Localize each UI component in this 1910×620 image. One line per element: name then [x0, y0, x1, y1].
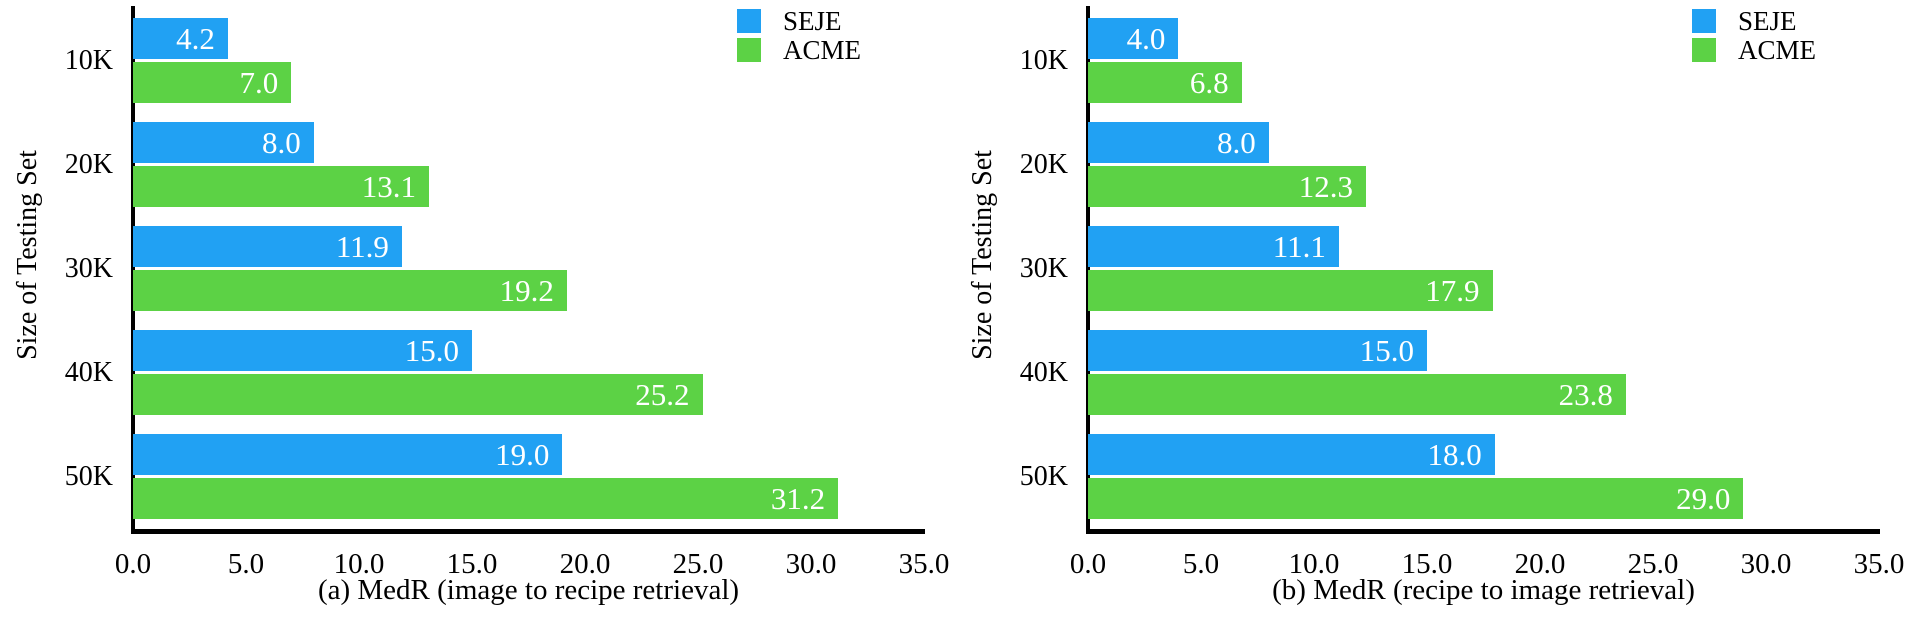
y-tick-label-40k: 40K — [64, 356, 113, 388]
legend-swatch-seje-icon — [1692, 9, 1716, 33]
bar-acme-10k: 6.8 — [1088, 62, 1242, 103]
x-tick-label-15.0: 15.0 — [446, 548, 498, 580]
bar-value-label: 15.0 — [404, 333, 459, 368]
x-tick-label-35.0: 35.0 — [1853, 548, 1905, 580]
bar-acme-50k: 29.0 — [1088, 478, 1744, 519]
bar-seje-30k: 11.1 — [1088, 226, 1339, 267]
y-tick-label-20k: 20K — [1019, 148, 1068, 180]
bar-seje-50k: 18.0 — [1088, 434, 1495, 475]
bar-value-label: 4.0 — [1126, 21, 1166, 56]
legend-item-seje: SEJE — [737, 6, 861, 36]
bar-value-label: 12.3 — [1298, 169, 1353, 204]
x-tick-label-10.0: 10.0 — [1288, 548, 1340, 580]
legend-item-seje: SEJE — [1692, 6, 1816, 36]
x-axis-line — [1086, 529, 1880, 534]
x-tick-label-0.0: 0.0 — [114, 548, 152, 580]
bar-acme-30k: 17.9 — [1088, 270, 1493, 311]
x-tick-label-20.0: 20.0 — [559, 548, 611, 580]
legend-item-acme: ACME — [737, 35, 862, 65]
bar-acme-20k: 12.3 — [1088, 166, 1366, 207]
bar-value-label: 18.0 — [1427, 437, 1482, 472]
x-tick-label-35.0: 35.0 — [898, 548, 950, 580]
legend-swatch-acme-icon — [737, 38, 761, 62]
chart-medr-recipe-to-image: Size of Testing Set 10K 4.0 6.8 20K 8.0 12.3 3… — [955, 0, 1910, 620]
x-tick-label-30.0: 30.0 — [1740, 548, 1792, 580]
bar-value-label: 23.8 — [1558, 377, 1613, 412]
bar-value-label: 19.2 — [499, 273, 554, 308]
legend-swatch-seje-icon — [737, 9, 761, 33]
y-tick-label-30k: 30K — [1019, 252, 1068, 284]
bar-value-label: 11.9 — [335, 229, 389, 264]
bar-value-label: 15.0 — [1359, 333, 1414, 368]
bar-acme-20k: 13.1 — [133, 166, 430, 207]
legend-label-acme: ACME — [1738, 35, 1817, 65]
bar-value-label: 4.2 — [176, 21, 215, 56]
legend: SEJE ACME — [1692, 6, 1817, 67]
chart-medr-image-to-recipe: Size of Testing Set 10K 4.2 7.0 20K 8.0 13.1 3… — [12, 6, 949, 606]
bar-value-label: 31.2 — [770, 481, 826, 516]
x-tick-label-20.0: 20.0 — [1514, 548, 1566, 580]
x-tick-label-0.0: 0.0 — [1069, 548, 1107, 580]
legend-label-acme: ACME — [783, 35, 862, 65]
y-tick-label-20k: 20K — [64, 148, 113, 180]
bar-acme-30k: 19.2 — [133, 270, 567, 311]
bar-seje-40k: 15.0 — [133, 330, 472, 371]
bar-acme-40k: 25.2 — [133, 374, 703, 415]
x-tick-label-10.0: 10.0 — [333, 548, 385, 580]
x-tick-label-30.0: 30.0 — [785, 548, 837, 580]
bar-value-label: 17.9 — [1425, 273, 1480, 308]
bar-value-label: 13.1 — [361, 169, 417, 204]
bar-seje-20k: 8.0 — [133, 122, 314, 163]
x-tick-label-5.0: 5.0 — [227, 548, 265, 580]
legend-label-seje: SEJE — [1738, 6, 1797, 36]
bar-value-label: 8.0 — [1217, 125, 1256, 160]
bar-value-label: 7.0 — [239, 65, 279, 100]
bar-value-label: 8.0 — [262, 125, 301, 160]
y-tick-label-10k: 10K — [1019, 44, 1068, 76]
y-tick-label-40k: 40K — [1019, 356, 1068, 388]
bar-acme-50k: 31.2 — [133, 478, 839, 519]
x-axis-line — [131, 529, 925, 534]
bar-value-label: 11.1 — [1272, 229, 1326, 264]
y-tick-label-10k: 10K — [64, 44, 113, 76]
bar-seje-30k: 11.9 — [133, 226, 402, 267]
legend-swatch-acme-icon — [1692, 38, 1716, 62]
bar-value-label: 6.8 — [1189, 65, 1229, 100]
y-tick-label-30k: 30K — [64, 252, 113, 284]
bar-seje-40k: 15.0 — [1088, 330, 1427, 371]
bar-acme-10k: 7.0 — [133, 62, 292, 103]
y-tick-label-50k: 50K — [64, 460, 113, 492]
bar-value-label: 19.0 — [495, 437, 550, 472]
legend-item-acme: ACME — [1692, 35, 1817, 65]
bar-value-label: 29.0 — [1676, 481, 1731, 516]
legend-label-seje: SEJE — [783, 6, 842, 36]
bar-value-label: 25.2 — [635, 377, 690, 412]
bar-seje-20k: 8.0 — [1088, 122, 1269, 163]
chart-caption: (b) MedR (recipe to image retrieval) — [1272, 574, 1695, 606]
chart-caption: (a) MedR (image to recipe retrieval) — [317, 574, 740, 606]
bar-seje-10k: 4.0 — [1088, 18, 1179, 59]
bar-seje-10k: 4.2 — [133, 18, 228, 59]
bar-acme-40k: 23.8 — [1088, 374, 1626, 415]
x-tick-label-15.0: 15.0 — [1401, 548, 1453, 580]
x-tick-label-5.0: 5.0 — [1182, 548, 1220, 580]
legend: SEJE ACME — [737, 6, 862, 67]
bar-seje-50k: 19.0 — [133, 434, 563, 475]
x-tick-label-25.0: 25.0 — [1627, 548, 1679, 580]
x-tick-label-25.0: 25.0 — [672, 548, 724, 580]
y-tick-label-50k: 50K — [1019, 460, 1068, 492]
